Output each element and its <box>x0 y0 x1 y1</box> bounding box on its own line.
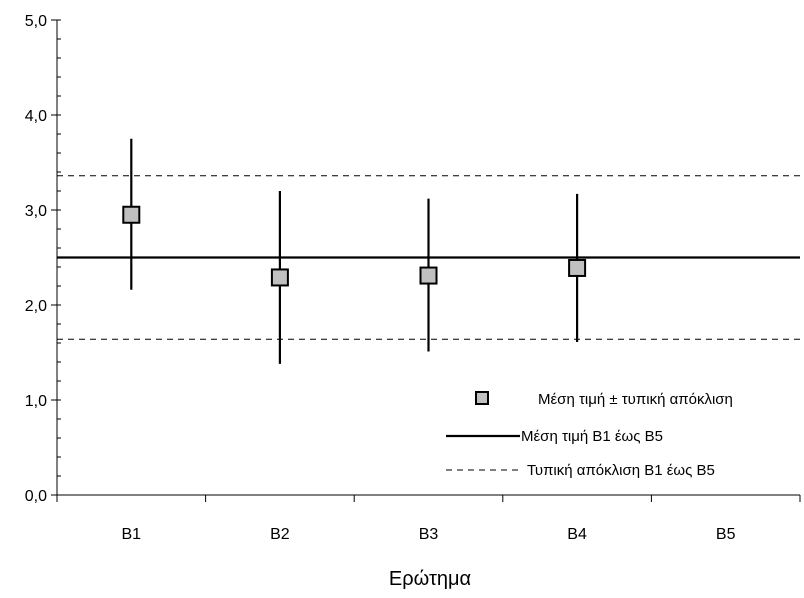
x-axis-title: Ερώτημα <box>389 568 471 590</box>
legend: Μέση τιμή ± τυπική απόκλιση Μέση τιμή B1 … <box>446 391 733 479</box>
marker-b2 <box>270 268 289 287</box>
x-tick-label-b5: B5 <box>716 526 736 543</box>
legend-marker-swatch <box>475 391 489 405</box>
x-tick-label-b1: B1 <box>122 526 142 543</box>
marker-b3 <box>419 266 438 285</box>
x-tick-label-b3: B3 <box>419 526 439 543</box>
error-bars <box>130 138 579 364</box>
y-tick-label: 5,0 <box>25 13 47 30</box>
y-tick-label: 3,0 <box>25 203 47 220</box>
legend-label-sd-line: Τυπική απόκλιση B1 έως B5 <box>527 462 715 479</box>
marker-b1 <box>122 205 141 224</box>
axes: 0,0 1,0 2,0 3,0 4,0 5,0 B1 B2 B3 B4 B5 <box>25 13 801 543</box>
x-tick-label-b2: B2 <box>270 526 290 543</box>
legend-label-mean-sd: Μέση τιμή ± τυπική απόκλιση <box>538 391 733 408</box>
y-tick-label: 2,0 <box>25 298 47 315</box>
y-tick-label: 0,0 <box>25 488 47 505</box>
y-tick-label: 1,0 <box>25 393 47 410</box>
marker-b4 <box>568 258 587 277</box>
x-tick-label-b4: B4 <box>567 526 587 543</box>
markers <box>122 205 587 287</box>
legend-label-mean-line: Μέση τιμή B1 έως B5 <box>521 428 663 445</box>
y-tick-label: 4,0 <box>25 108 47 125</box>
